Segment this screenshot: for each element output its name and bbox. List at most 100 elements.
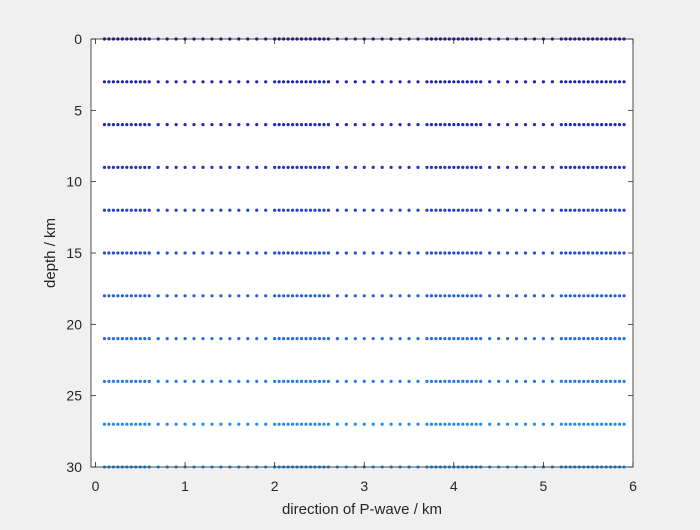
data-point-depth-9-20 [237,165,241,169]
data-point-depth-3-1 [107,80,111,84]
data-point-depth-6-26 [282,123,286,127]
data-point-depth-24-10 [147,379,151,383]
data-point-depth-12-49 [434,208,438,212]
data-point-depth-21-36 [326,337,330,341]
data-point-depth-18-34 [317,294,322,298]
data-point-depth-3-35 [322,80,326,84]
data-point-depth-9-73 [582,165,586,169]
data-point-depth-24-14 [183,379,187,383]
data-point-depth-15-0 [102,251,107,255]
x-tick-label: 1 [181,478,189,494]
data-point-depth-18-54 [456,294,460,298]
data-point-depth-12-61 [497,208,501,212]
data-point-depth-27-49 [434,422,438,426]
data-point-depth-18-0 [102,294,107,298]
data-point-depth-24-40 [362,379,366,383]
data-point-depth-6-71 [573,123,577,127]
data-point-depth-3-82 [622,80,626,84]
data-point-depth-27-2 [111,422,115,426]
data-point-depth-21-45 [407,337,411,341]
data-point-depth-12-1 [107,208,111,212]
data-point-depth-9-17 [210,165,214,169]
data-point-depth-24-21 [246,379,250,383]
data-point-depth-15-13 [174,251,178,255]
data-point-depth-21-59 [479,337,483,341]
data-point-depth-6-10 [147,123,151,127]
data-point-depth-3-66 [541,80,546,84]
data-point-depth-27-76 [595,422,599,426]
data-point-depth-12-19 [228,208,232,212]
data-point-depth-9-61 [497,165,501,169]
data-point-depth-24-34 [317,379,322,383]
y-tick-label: 30 [66,459,82,475]
data-point-depth-6-12 [165,123,169,127]
y-tick-label: 10 [66,174,82,190]
data-point-depth-24-2 [111,379,115,383]
data-point-depth-9-67 [550,165,554,169]
data-point-depth-12-3 [116,208,120,212]
data-point-depth-27-35 [322,422,326,426]
data-point-depth-15-47 [425,251,429,255]
data-point-depth-3-27 [286,80,290,84]
data-point-depth-27-74 [586,422,590,426]
data-point-depth-24-1 [107,379,111,383]
data-point-depth-6-19 [228,123,232,127]
data-point-depth-24-57 [470,379,474,383]
data-point-depth-24-29 [295,379,299,383]
data-point-depth-18-13 [174,294,178,298]
data-point-depth-27-0 [102,422,107,426]
data-point-depth-18-63 [514,294,519,298]
data-point-depth-12-9 [143,208,147,212]
data-point-depth-15-64 [523,251,528,255]
data-point-depth-18-52 [447,294,451,298]
data-point-depth-3-50 [438,80,442,84]
data-point-depth-27-19 [228,422,232,426]
data-points [102,37,626,469]
data-point-depth-24-61 [497,379,501,383]
data-point-depth-12-65 [532,208,537,212]
data-point-depth-6-7 [134,123,138,127]
data-point-depth-18-29 [295,294,299,298]
data-point-depth-24-44 [398,379,402,383]
data-point-depth-15-66 [541,251,546,255]
data-point-depth-15-8 [138,251,142,255]
data-point-depth-18-45 [407,294,411,298]
x-axis-ticks: 0 1 2 3 4 5 6 [92,39,637,494]
data-point-depth-9-77 [600,165,604,169]
data-point-depth-21-58 [474,337,478,341]
data-point-depth-27-80 [613,422,617,426]
data-point-depth-24-55 [461,379,465,383]
data-point-depth-3-60 [488,80,492,84]
data-point-depth-3-45 [407,80,411,84]
data-point-depth-15-76 [595,251,599,255]
data-point-depth-18-19 [228,294,232,298]
data-point-depth-3-15 [192,80,196,84]
data-point-depth-21-44 [398,337,402,341]
data-point-depth-3-64 [523,80,528,84]
data-point-depth-6-16 [201,123,205,127]
data-point-depth-15-33 [313,251,317,255]
data-point-depth-21-70 [568,337,572,341]
data-point-depth-15-58 [474,251,478,255]
data-point-depth-15-43 [389,251,393,255]
data-point-depth-27-70 [568,422,572,426]
data-point-depth-27-30 [299,422,304,426]
data-point-depth-3-6 [129,80,133,84]
data-point-depth-9-6 [129,165,133,169]
data-point-depth-9-19 [228,165,232,169]
data-point-depth-18-46 [416,294,420,298]
data-point-depth-3-9 [143,80,147,84]
data-point-depth-18-67 [550,294,554,298]
data-point-depth-3-5 [125,80,129,84]
data-point-depth-3-43 [389,80,393,84]
data-point-depth-6-3 [116,123,120,127]
data-point-depth-3-20 [237,80,241,84]
data-point-depth-21-55 [461,337,465,341]
data-point-depth-6-53 [452,123,456,127]
data-point-depth-6-29 [295,123,299,127]
data-point-depth-21-22 [255,337,259,341]
y-tick-label: 0 [74,31,82,47]
data-point-depth-24-59 [479,379,483,383]
data-point-depth-15-67 [550,251,554,255]
data-point-depth-21-27 [286,337,290,341]
